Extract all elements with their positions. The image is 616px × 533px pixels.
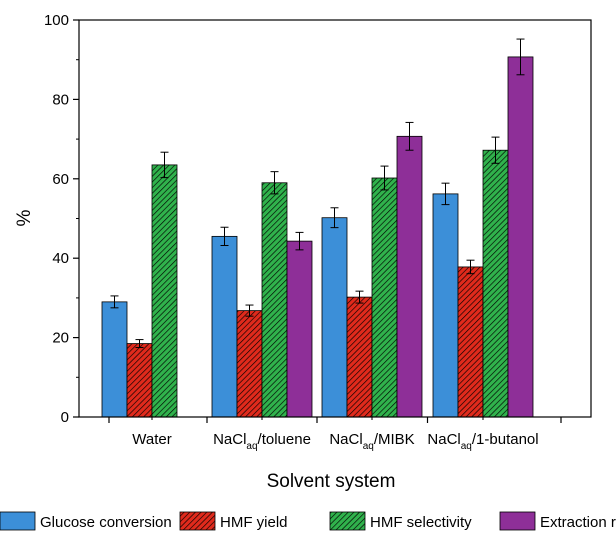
legend-label: Glucose conversion <box>40 514 172 531</box>
error-bar <box>491 136 500 164</box>
error-bar <box>160 151 169 179</box>
y-tick-label: 80 <box>52 91 69 108</box>
bar <box>126 343 153 418</box>
bar <box>457 266 484 418</box>
y-tick-label: 60 <box>52 171 69 188</box>
bar <box>211 235 238 418</box>
y-tick-label: 20 <box>52 330 69 347</box>
legend-label: HMF selectivity <box>370 514 472 531</box>
legend-swatch <box>179 511 216 531</box>
x-tick-label: NaClaq/1-butanol <box>427 431 538 452</box>
y-axis-title: % <box>14 209 35 226</box>
legend-item: Extraction ratio <box>499 511 616 531</box>
bars-layer <box>101 56 534 418</box>
legend-swatch <box>329 511 366 531</box>
error-bar <box>466 259 475 275</box>
error-bar <box>220 226 229 246</box>
legend: Glucose conversion HMF yield HMF selectivi… <box>0 511 616 531</box>
error-bar <box>405 121 414 151</box>
bar <box>236 310 263 418</box>
error-bar <box>270 171 279 195</box>
bar <box>432 193 459 418</box>
legend-label: Extraction ratio <box>540 514 616 531</box>
legend-item: HMF yield <box>179 511 288 531</box>
error-bar <box>441 182 450 206</box>
error-bar <box>330 207 339 229</box>
y-tick-label: 100 <box>44 12 69 29</box>
error-bar <box>245 304 254 317</box>
bar <box>396 135 423 418</box>
legend-label: HMF yield <box>220 514 288 531</box>
y-tick-label: 40 <box>52 250 69 267</box>
error-bar <box>380 165 389 191</box>
legend-item: HMF selectivity <box>329 511 472 531</box>
y-axis: 0 20 40 60 80 100 <box>44 12 79 426</box>
x-tick-label: NaClaq/MIBK <box>329 431 414 452</box>
x-axis: Water NaClaq/toluene NaClaq/MIBK NaClaq/1-b… <box>108 417 562 452</box>
bar <box>321 217 348 418</box>
legend-item: Glucose conversion <box>0 511 172 531</box>
bar <box>507 56 534 418</box>
bar <box>346 296 373 418</box>
y-tick-label: 0 <box>61 409 69 426</box>
error-bar <box>135 339 144 349</box>
x-tick-label: NaClaq/toluene <box>213 431 311 452</box>
bar <box>151 164 178 418</box>
legend-swatch <box>0 511 36 531</box>
x-tick-label: Water <box>132 431 171 448</box>
bar <box>482 149 509 418</box>
bar <box>286 240 313 418</box>
bar <box>371 177 398 418</box>
error-bar <box>295 231 304 251</box>
bar <box>101 301 128 418</box>
bar <box>261 182 288 418</box>
error-bar <box>110 295 119 309</box>
x-axis-title: Solvent system <box>267 471 396 492</box>
error-bars-layer <box>110 38 525 349</box>
legend-swatch <box>499 511 536 531</box>
error-bar <box>516 38 525 76</box>
error-bar <box>355 290 364 304</box>
